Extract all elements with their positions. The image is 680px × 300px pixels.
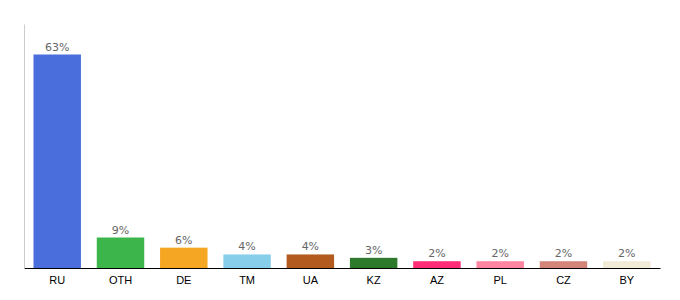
x-tick-label: UA: [303, 274, 319, 286]
y-axis-line: [24, 25, 25, 269]
x-tick: UA: [303, 274, 319, 286]
data-labels: 63% 9% 6% 4% 4% 3% 2% 2% 2% 2%: [45, 41, 636, 261]
x-tick: RU: [49, 274, 65, 286]
x-axis: RU OTH DE TM UA KZ AZ PL CZ BY: [25, 269, 661, 286]
x-tick-label: RU: [49, 274, 65, 286]
data-label: 9%: [112, 224, 129, 237]
bar: [540, 261, 587, 268]
data-label: 2%: [555, 247, 572, 260]
x-tick: PL: [493, 274, 506, 286]
data-label: 4%: [238, 240, 255, 253]
data-label: 2%: [618, 247, 635, 260]
x-tick: BY: [619, 274, 634, 286]
y-axis: [24, 25, 25, 269]
chart-svg: RU OTH DE TM UA KZ AZ PL CZ BY 63% 9% 6% 4% 4% 3% 2% 2% 2%…: [0, 0, 680, 300]
bars: [33, 55, 650, 269]
data-label: 6%: [175, 234, 192, 247]
bar: [223, 254, 270, 268]
bar: [33, 55, 80, 269]
x-axis-line: [25, 268, 661, 269]
bar: [603, 261, 650, 268]
x-tick: KZ: [367, 274, 381, 286]
x-tick-label: AZ: [430, 274, 444, 286]
x-tick-label: OTH: [109, 274, 132, 286]
x-tick-label: CZ: [556, 274, 571, 286]
x-tick: DE: [176, 274, 191, 286]
bar: [476, 261, 523, 268]
x-tick-label: BY: [619, 274, 634, 286]
data-label: 3%: [365, 244, 382, 257]
bar: [97, 238, 144, 269]
x-tick-label: KZ: [367, 274, 381, 286]
plot-area: RU OTH DE TM UA KZ AZ PL CZ BY 63% 9% 6% 4% 4% 3% 2% 2% 2%…: [25, 25, 661, 286]
chart-container: RU OTH DE TM UA KZ AZ PL CZ BY 63% 9% 6% 4% 4% 3% 2% 2% 2%…: [0, 0, 680, 300]
data-label: 4%: [302, 240, 319, 253]
data-label: 2%: [491, 247, 508, 260]
data-label: 2%: [428, 247, 445, 260]
bar: [160, 248, 207, 268]
x-tick: CZ: [556, 274, 571, 286]
bar: [413, 261, 460, 268]
x-tick-label: TM: [239, 274, 255, 286]
x-tick: TM: [239, 274, 255, 286]
bar: [350, 258, 397, 268]
bar: [287, 254, 334, 268]
data-label: 63%: [45, 41, 69, 54]
x-tick: OTH: [109, 274, 132, 286]
x-tick-label: PL: [493, 274, 506, 286]
x-tick-label: DE: [176, 274, 191, 286]
x-tick: AZ: [430, 274, 444, 286]
